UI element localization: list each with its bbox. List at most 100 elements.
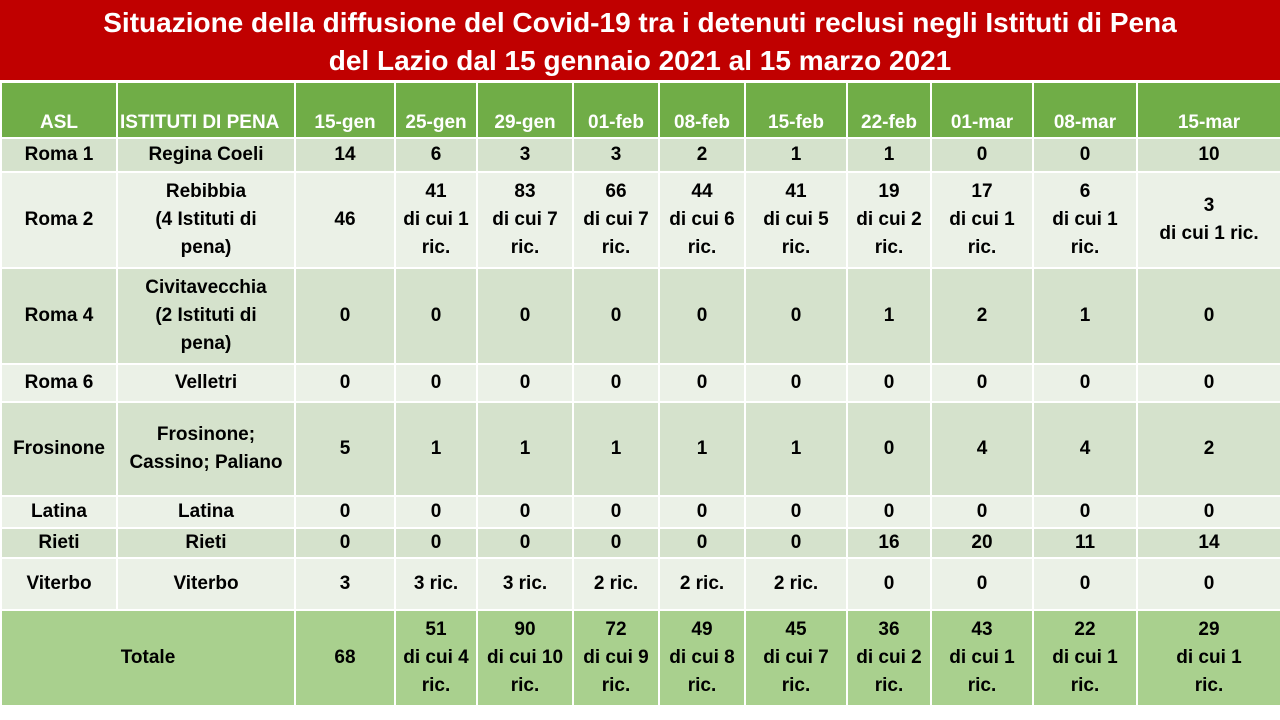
value-cell: 0 xyxy=(744,495,848,529)
header-istituti: ISTITUTI DI PENA xyxy=(116,81,296,139)
value-cell: 11 xyxy=(1032,527,1138,559)
value-cell: 83 di cui 7 ric. xyxy=(476,171,574,269)
value-cell: 16 xyxy=(846,527,932,559)
header-date: 01-mar xyxy=(930,81,1034,139)
header-date: 15-mar xyxy=(1136,81,1280,139)
value-cell-line: 4 xyxy=(1079,438,1091,459)
table-row: Roma 1 Regina Coeli 14 6 3 3 2 1 1 0 0 10 xyxy=(0,137,1280,173)
istituto-cell-line: Rebibbia xyxy=(165,181,247,202)
table-body: Roma 1 Regina Coeli 14 6 3 3 2 1 1 0 0 10 Roma 2 Rebi… xyxy=(0,137,1280,707)
total-value-cell-line: ric. xyxy=(781,675,811,696)
value-cell: 44 di cui 6 ric. xyxy=(658,171,746,269)
value-cell: 0 xyxy=(294,527,396,559)
value-cell-line: 1 xyxy=(883,144,895,165)
covid-prison-table: ASL ISTITUTI DI PENA 15-gen 25-gen 29-ge… xyxy=(0,81,1280,707)
value-cell: 6 xyxy=(394,137,478,173)
title-line-1: Situazione della diffusione del Covid-19… xyxy=(103,7,1177,38)
value-cell-line: 1 xyxy=(696,438,708,459)
header-date: 25-gen xyxy=(394,81,478,139)
istituto-cell-line: pena) xyxy=(180,237,232,258)
value-cell-line: 0 xyxy=(339,532,351,553)
total-value-cell-line: di cui 8 xyxy=(669,647,735,668)
value-cell-line: ric. xyxy=(421,237,451,258)
total-value-cell: 43 di cui 1 ric. xyxy=(930,609,1034,707)
value-cell: 0 xyxy=(930,495,1034,529)
value-cell-line: 0 xyxy=(790,372,802,393)
header-date: 08-feb xyxy=(658,81,746,139)
value-cell-line: 0 xyxy=(696,372,708,393)
value-cell-line: ric. xyxy=(601,237,631,258)
table-row: Roma 4 Civitavecchia (2 Istituti di pena) 0 0… xyxy=(0,267,1280,365)
value-cell: 0 xyxy=(744,363,848,403)
istituto-cell: Rebibbia (4 Istituti di pena) xyxy=(116,171,296,269)
value-cell-line: 3 ric. xyxy=(502,573,548,594)
value-cell-line: 41 xyxy=(425,181,447,202)
value-cell: 10 xyxy=(1136,137,1280,173)
value-cell-line: 11 xyxy=(1074,532,1096,553)
value-cell-line: 0 xyxy=(883,438,895,459)
value-cell: 46 xyxy=(294,171,396,269)
value-cell-line: 2 xyxy=(976,305,988,326)
total-value-cell-line: 36 xyxy=(878,619,900,640)
value-cell-line: ric. xyxy=(510,237,540,258)
slide-title: Situazione della diffusione del Covid-19… xyxy=(0,0,1280,80)
value-cell-line: 3 xyxy=(1203,195,1215,216)
value-cell-line: 0 xyxy=(790,305,802,326)
value-cell-line: ric. xyxy=(781,237,811,258)
value-cell-line: di cui 7 xyxy=(583,209,649,230)
value-cell-line: 0 xyxy=(339,501,351,522)
value-cell-line: ric. xyxy=(967,237,997,258)
value-cell-line: 1 xyxy=(1079,305,1091,326)
value-cell: 3 ric. xyxy=(476,557,574,611)
total-value-cell-line: 68 xyxy=(334,647,356,668)
value-cell-line: 2 xyxy=(1203,438,1215,459)
value-cell-line: 2 ric. xyxy=(773,573,819,594)
total-value-cell-line: 51 xyxy=(425,619,447,640)
total-value-cell: 68 xyxy=(294,609,396,707)
istituto-cell-line: Viterbo xyxy=(173,573,239,594)
value-cell-line: 10 xyxy=(1198,144,1220,165)
value-cell-line: 1 xyxy=(430,438,442,459)
asl-cell: Latina xyxy=(0,495,118,529)
value-cell-line: 0 xyxy=(519,501,531,522)
value-cell-line: 0 xyxy=(1203,501,1215,522)
value-cell-line: 0 xyxy=(1203,372,1215,393)
total-value-cell-line: ric. xyxy=(421,675,451,696)
total-value-cell: 29 di cui 1 ric. xyxy=(1136,609,1280,707)
value-cell: 0 xyxy=(744,527,848,559)
value-cell-line: 0 xyxy=(696,532,708,553)
value-cell-line: 0 xyxy=(696,305,708,326)
value-cell: 14 xyxy=(294,137,396,173)
value-cell-line: 83 xyxy=(514,181,536,202)
istituto-cell-line: (2 Istituti di xyxy=(155,305,257,326)
value-cell: 1 xyxy=(572,401,660,497)
value-cell: 0 xyxy=(930,363,1034,403)
istituto-cell-line: (4 Istituti di xyxy=(155,209,257,230)
value-cell-line: 2 xyxy=(696,144,708,165)
value-cell-line: 3 ric. xyxy=(413,573,459,594)
value-cell: 1 xyxy=(1032,267,1138,365)
header-date: 22-feb xyxy=(846,81,932,139)
value-cell-line: 41 xyxy=(785,181,807,202)
value-cell-line: ric. xyxy=(874,237,904,258)
istituto-cell: Rieti xyxy=(116,527,296,559)
value-cell: 1 xyxy=(846,137,932,173)
value-cell: 1 xyxy=(846,267,932,365)
value-cell-line: 0 xyxy=(1203,305,1215,326)
header-date: 01-feb xyxy=(572,81,660,139)
value-cell: 0 xyxy=(476,267,574,365)
value-cell: 0 xyxy=(476,527,574,559)
value-cell: 0 xyxy=(1032,557,1138,611)
total-value-cell-line: ric. xyxy=(601,675,631,696)
value-cell-line: 0 xyxy=(1079,372,1091,393)
value-cell-line: 66 xyxy=(605,181,627,202)
istituto-cell: Viterbo xyxy=(116,557,296,611)
table-row: Frosinone Frosinone; Cassino; Paliano 5 1 1 1 1… xyxy=(0,401,1280,497)
asl-cell: Roma 6 xyxy=(0,363,118,403)
value-cell: 3 ric. xyxy=(394,557,478,611)
value-cell: 41 di cui 1 ric. xyxy=(394,171,478,269)
header-date: 15-gen xyxy=(294,81,396,139)
value-cell-line: 44 xyxy=(691,181,713,202)
total-value-cell-line: ric. xyxy=(1194,675,1224,696)
value-cell-line: 0 xyxy=(790,532,802,553)
